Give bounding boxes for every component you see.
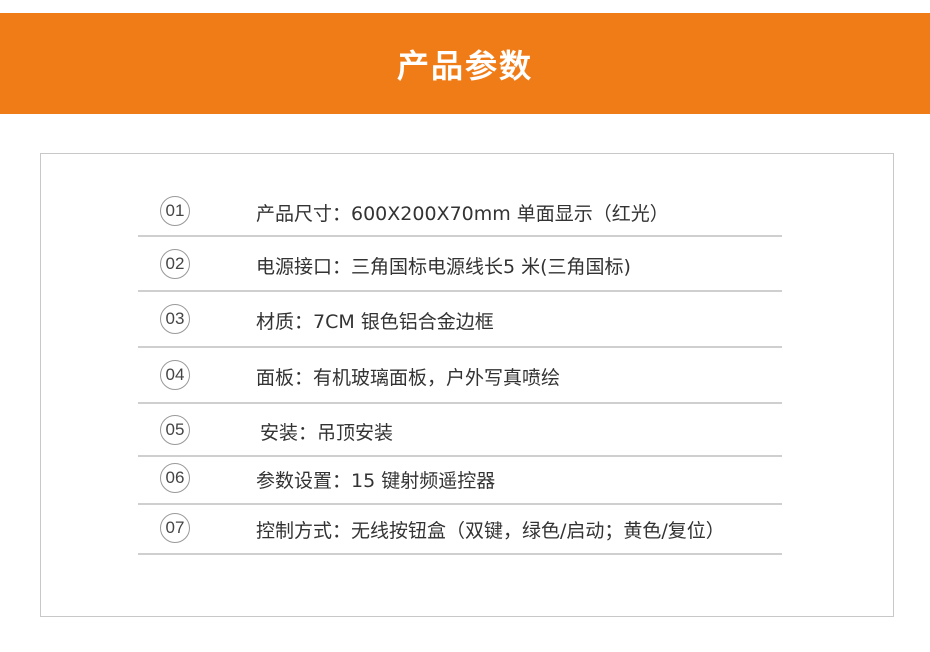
params-panel	[40, 153, 894, 617]
param-number-badge: 01	[160, 196, 190, 226]
param-number-badge: 03	[160, 304, 190, 334]
param-row: 02 电源接口：三角国标电源线长5 米(三角国标)	[138, 236, 782, 292]
param-number-badge: 04	[160, 360, 190, 390]
param-row: 01 产品尺寸：600X200X70mm 单面显示（红光）	[138, 187, 782, 237]
param-row: 03 材质：7CM 银色铝合金边框	[138, 291, 782, 348]
param-text: 产品尺寸：600X200X70mm 单面显示（红光）	[256, 203, 669, 225]
param-text: 材质：7CM 银色铝合金边框	[256, 311, 494, 333]
param-text: 控制方式：无线按钮盒（双键，绿色/启动；黄色/复位）	[256, 520, 725, 542]
page-title: 产品参数	[396, 46, 533, 85]
param-number-badge: 07	[160, 513, 190, 543]
param-number-badge: 06	[160, 463, 190, 493]
param-text: 电源接口：三角国标电源线长5 米(三角国标)	[256, 256, 631, 278]
param-number-badge: 02	[160, 249, 190, 279]
param-row: 05 安装：吊顶安装	[138, 403, 782, 457]
param-number-badge: 05	[160, 415, 190, 445]
header-banner: 产品参数	[0, 13, 930, 114]
param-row: 07 控制方式：无线按钮盒（双键，绿色/启动；黄色/复位）	[138, 504, 782, 555]
param-text: 安装：吊顶安装	[260, 422, 394, 444]
param-text: 参数设置：15 键射频遥控器	[256, 470, 496, 492]
param-text: 面板：有机玻璃面板，户外写真喷绘	[256, 367, 561, 389]
param-row: 04 面板：有机玻璃面板，户外写真喷绘	[138, 347, 782, 404]
param-row: 06 参数设置：15 键射频遥控器	[138, 456, 782, 505]
